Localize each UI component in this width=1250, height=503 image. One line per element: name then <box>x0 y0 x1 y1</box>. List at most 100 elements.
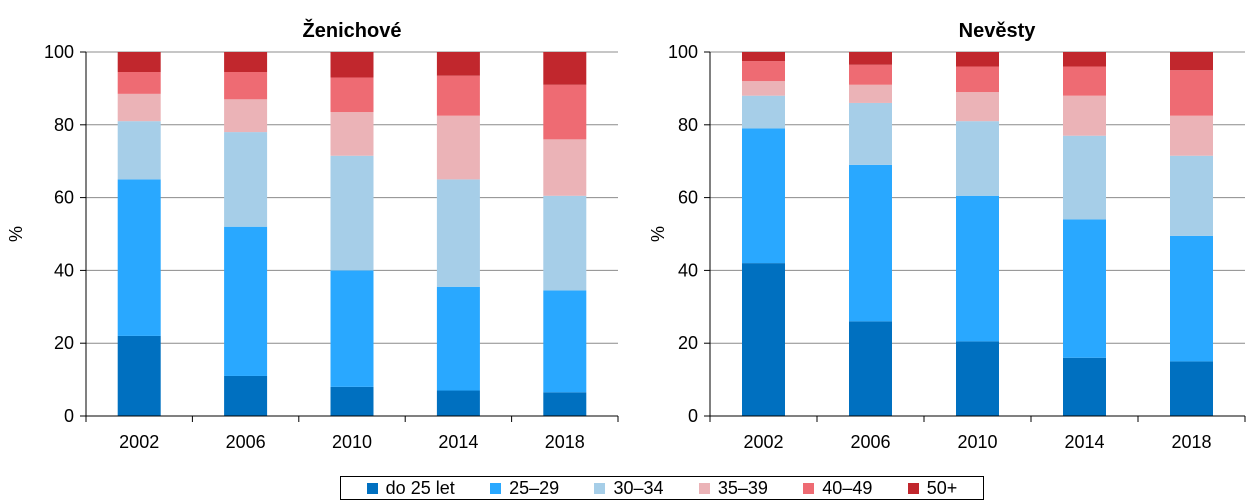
bar-segment-2002-50+ <box>117 52 161 73</box>
bar-segment-2010-35–39 <box>330 112 374 156</box>
chart-title: Nevěsty <box>959 20 1037 42</box>
x-tick-label: 2010 <box>957 432 997 452</box>
bar-segment-2002-25–29 <box>117 179 161 336</box>
bar-segment-2006-do-25-let <box>849 321 892 416</box>
bar-segment-2014-50+ <box>436 52 480 76</box>
bar-segment-2006-35–39 <box>224 99 268 133</box>
bar-segment-2006-25–29 <box>849 164 892 322</box>
bar-segment-2002-30–34 <box>117 121 161 180</box>
legend-swatch <box>594 482 606 494</box>
bar-segment-2002-40–49 <box>117 72 161 94</box>
bar-segment-2010-do-25-let <box>330 386 374 416</box>
x-tick-label: 2014 <box>1064 432 1104 452</box>
x-tick-label: 2014 <box>438 432 478 452</box>
x-tick-label: 2002 <box>119 432 159 452</box>
y-axis-label: % <box>6 226 26 242</box>
bar-segment-2018-40–49 <box>543 84 587 140</box>
legend-item: 25–29 <box>490 478 559 499</box>
x-tick-label: 2010 <box>332 432 372 452</box>
bar-segment-2014-25–29 <box>436 286 480 391</box>
bar-segment-2018-50+ <box>1170 52 1213 71</box>
bar-segment-2010-do-25-let <box>956 341 999 416</box>
bar-segment-2018-30–34 <box>543 195 587 291</box>
y-tick-label: 0 <box>688 406 698 426</box>
legend-item: do 25 let <box>366 477 455 499</box>
bar-segment-2002-25–29 <box>742 128 785 264</box>
y-tick-label: 60 <box>678 188 698 208</box>
legend-swatch <box>907 482 919 494</box>
x-tick-label: 2018 <box>1171 432 1211 452</box>
bar-segment-2002-do-25-let <box>742 263 785 416</box>
legend-item: 30–34 <box>594 478 664 499</box>
chart-title: Ženichové <box>303 18 402 42</box>
legend-swatch <box>490 482 502 494</box>
x-tick-label: 2006 <box>850 432 890 452</box>
bar-segment-2018-35–39 <box>543 139 587 196</box>
y-axis-label: % <box>648 226 668 242</box>
legend-item: 40–49 <box>803 478 872 499</box>
bar-segment-2006-50+ <box>849 52 892 65</box>
y-tick-label: 0 <box>64 406 74 426</box>
bar-segment-2002-30–34 <box>742 95 785 129</box>
bar-segment-2006-50+ <box>224 52 268 73</box>
y-tick-label: 80 <box>54 115 74 135</box>
bar-segment-2018-25–29 <box>1170 235 1213 362</box>
x-tick-label: 2006 <box>226 432 266 452</box>
y-tick-label: 20 <box>678 333 698 353</box>
y-tick-label: 80 <box>678 115 698 135</box>
bar-segment-2002-35–39 <box>742 81 785 96</box>
bar-segment-2006-25–29 <box>224 226 268 376</box>
y-tick-label: 100 <box>668 42 698 62</box>
bar-segment-2002-do-25-let <box>117 335 161 416</box>
legend-swatch <box>366 482 378 494</box>
legend-swatch <box>803 482 815 494</box>
legend: do 25 let 25–29 30–34 35–39 40–49 50+ <box>340 476 984 500</box>
bar-segment-2014-25–29 <box>1063 219 1106 358</box>
bar-segment-2006-30–34 <box>224 132 268 227</box>
bar-segment-2018-do-25-let <box>1170 361 1213 416</box>
bar-segment-2018-50+ <box>543 52 587 85</box>
bar-segment-2006-do-25-let <box>224 375 268 416</box>
chart-panel-2: Nevěsty 0 20 40 60 80 100% 2002 2006 2010 2014 2018 <box>648 20 1246 452</box>
bar-segment-2006-30–34 <box>849 102 892 165</box>
y-tick-label: 60 <box>54 188 74 208</box>
bar-segment-2014-40–49 <box>436 75 480 116</box>
bar-segment-2014-30–34 <box>436 179 480 287</box>
bar-segment-2014-35–39 <box>1063 95 1106 136</box>
bar-segment-2014-30–34 <box>1063 135 1106 220</box>
x-tick-label: 2002 <box>743 432 783 452</box>
bar-segment-2010-50+ <box>330 52 374 78</box>
bar-segment-2010-40–49 <box>330 77 374 113</box>
legend-item: 50+ <box>907 477 958 499</box>
x-tick-label: 2018 <box>545 432 585 452</box>
bar-segment-2014-35–39 <box>436 115 480 180</box>
legend-item: 35–39 <box>698 477 768 499</box>
bar-segment-2014-do-25-let <box>436 390 480 416</box>
bar-segment-2018-25–29 <box>543 290 587 393</box>
bar-segment-2006-40–49 <box>849 64 892 85</box>
bar-segment-2010-30–34 <box>330 155 374 271</box>
legend-label: do 25 let <box>385 477 455 498</box>
bar-segment-2018-30–34 <box>1170 155 1213 236</box>
y-tick-label: 40 <box>54 260 74 280</box>
legend-label: 35–39 <box>717 477 768 498</box>
bar-segment-2006-35–39 <box>849 84 892 103</box>
legend-label: 25–29 <box>509 477 560 498</box>
y-tick-label: 40 <box>678 260 698 280</box>
bar-segment-2002-40–49 <box>742 61 785 82</box>
bar-segment-2010-40–49 <box>956 66 999 93</box>
bar-segment-2010-30–34 <box>956 121 999 196</box>
legend-label: 40–49 <box>822 477 873 498</box>
y-tick-label: 100 <box>44 42 74 62</box>
bar-segment-2010-25–29 <box>956 195 999 342</box>
legend-swatch <box>698 482 710 494</box>
bar-segment-2010-35–39 <box>956 92 999 122</box>
bar-segment-2014-40–49 <box>1063 66 1106 96</box>
bar-segment-2010-50+ <box>956 52 999 67</box>
bar-segment-2014-do-25-let <box>1063 357 1106 416</box>
bar-segment-2002-50+ <box>742 52 785 62</box>
legend-label: 50+ <box>926 477 958 498</box>
bar-segment-2002-35–39 <box>117 93 161 122</box>
bar-segment-2006-40–49 <box>224 72 268 100</box>
